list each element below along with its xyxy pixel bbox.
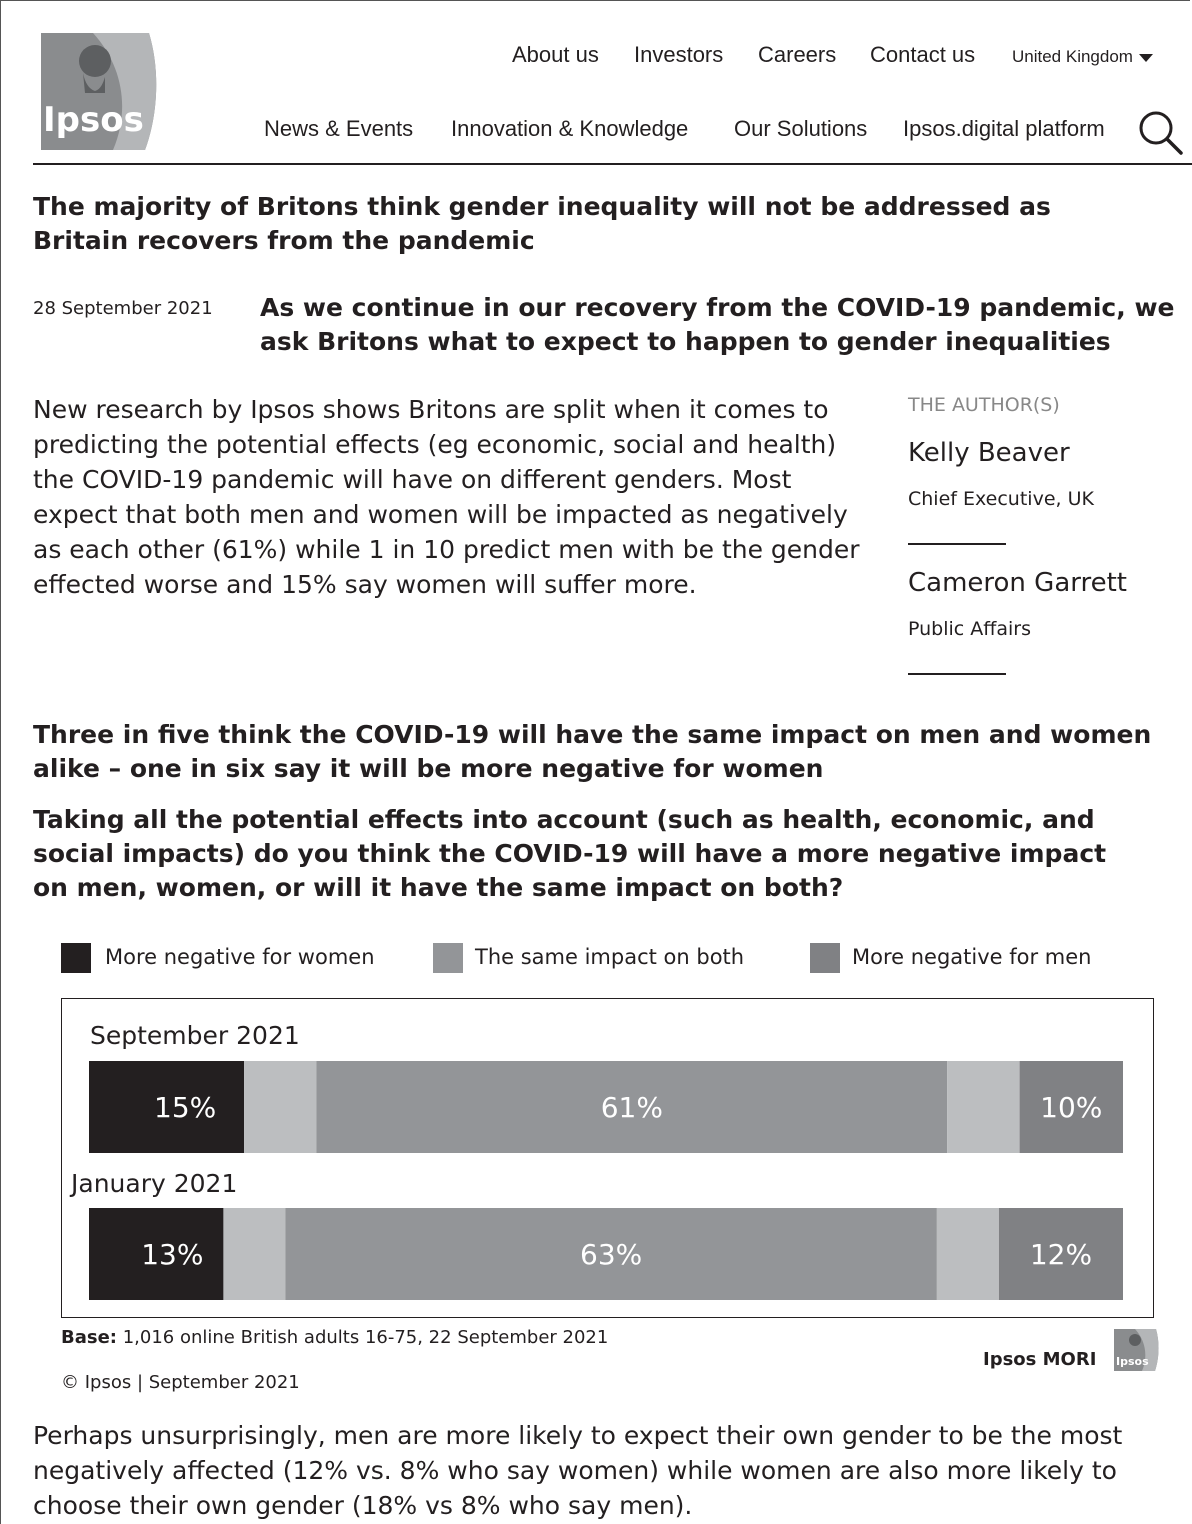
ipsos-logo[interactable]: Ipsos <box>33 33 157 150</box>
bar-gap-left-sep-2021 <box>244 1061 317 1153</box>
bar-same-sep-2021 <box>316 1061 948 1153</box>
header-divider <box>33 163 1192 165</box>
legend-swatch-men <box>810 943 840 973</box>
data-label-same-jan-2021: 63% <box>580 1238 642 1271</box>
author-name-2[interactable]: Cameron Garrett <box>908 568 1127 598</box>
legend-swatch-same <box>433 943 463 973</box>
nav-our-solutions[interactable]: Our Solutions <box>734 116 868 141</box>
data-label-men-sep-2021: 10% <box>1040 1091 1102 1124</box>
author-divider-1 <box>908 543 1006 545</box>
nav-contact-us[interactable]: Contact us <box>870 42 976 67</box>
nav-innovation-knowledge[interactable]: Innovation & Knowledge <box>451 116 689 141</box>
search-icon[interactable] <box>1136 108 1184 156</box>
nav-investors[interactable]: Investors <box>634 42 724 67</box>
bar-gap-left-jan-2021 <box>223 1208 286 1300</box>
bar-same-jan-2021 <box>285 1208 937 1300</box>
main-nav: News & Events Innovation & Knowledge Our… <box>0 116 1192 146</box>
author-name-1[interactable]: Kelly Beaver <box>908 438 1070 468</box>
nav-ipsos-digital-platform[interactable]: Ipsos.digital platform <box>903 116 1105 141</box>
author-role-1: Chief Executive, UK <box>908 488 1094 510</box>
survey-question: Taking all the potential effects into ac… <box>33 805 1107 902</box>
bar-gap-right-sep-2021 <box>947 1061 1020 1153</box>
author-divider-2 <box>908 673 1006 675</box>
authors-heading: THE AUTHOR(S) <box>908 394 1060 416</box>
chart-copyright: © Ipsos | September 2021 <box>61 1372 300 1393</box>
data-label-men-jan-2021: 12% <box>1030 1238 1092 1271</box>
article-conclusion: Perhaps unsurprisingly, men are more lik… <box>33 1421 1123 1520</box>
logo-wordmark: Ipsos <box>43 100 144 140</box>
author-role-2: Public Affairs <box>908 618 1031 640</box>
row-label-january-2021: January 2021 <box>71 1169 238 1198</box>
ipsos-mini-logo: Ipsos <box>1114 1329 1159 1371</box>
article-date: 28 September 2021 <box>33 298 213 319</box>
bar-women-sep-2021 <box>89 1061 245 1153</box>
nav-careers[interactable]: Careers <box>758 42 837 67</box>
bar-men-sep-2021 <box>1019 1061 1123 1153</box>
legend-label-men: More negative for men <box>852 945 1092 969</box>
article-intro: New research by Ipsos shows Britons are … <box>33 395 860 599</box>
base-label: Base: <box>61 1327 117 1348</box>
ipsos-mori-wordmark: Ipsos MORI <box>983 1349 1097 1370</box>
utility-nav: About us Investors Careers Contact us Un… <box>0 42 1192 72</box>
bar-gap-right-jan-2021 <box>936 1208 999 1300</box>
legend-swatch-women <box>61 943 91 973</box>
bar-men-jan-2021 <box>998 1208 1123 1300</box>
data-label-same-sep-2021: 61% <box>601 1091 663 1124</box>
chevron-down-icon <box>1138 53 1153 62</box>
chart-frame: 15% 61% 10% 13% 63% 12% September 2021 Januar… <box>61 998 1154 1318</box>
country-label: United Kingdom <box>1012 47 1133 66</box>
nav-about-us[interactable]: About us <box>512 42 599 67</box>
mini-logo-wordmark: Ipsos <box>1116 1355 1149 1368</box>
article-subtitle: As we continue in our recovery from the … <box>260 293 1175 356</box>
bar-women-jan-2021 <box>89 1208 224 1300</box>
stacked-bar-chart: 15% 61% 10% 13% 63% 12% <box>89 1061 1123 1300</box>
country-selector[interactable]: United Kingdom <box>1012 47 1153 67</box>
data-label-women-sep-2021: 15% <box>154 1091 216 1124</box>
legend-label-women: More negative for women <box>105 945 375 969</box>
chart-legend: More negative for women The same impact … <box>0 943 1192 977</box>
row-label-september-2021: September 2021 <box>90 1021 300 1050</box>
data-label-women-jan-2021: 13% <box>141 1238 203 1271</box>
legend-label-same: The same impact on both <box>475 945 745 969</box>
nav-news-events[interactable]: News & Events <box>264 116 414 141</box>
chart-base-note: Base: 1,016 online British adults 16-75,… <box>61 1327 608 1348</box>
chart-heading: Three in five think the COVID-19 will ha… <box>33 720 1152 783</box>
article-title: The majority of Britons think gender ine… <box>33 192 1051 255</box>
base-text: 1,016 online British adults 16-75, 22 Se… <box>117 1327 609 1348</box>
